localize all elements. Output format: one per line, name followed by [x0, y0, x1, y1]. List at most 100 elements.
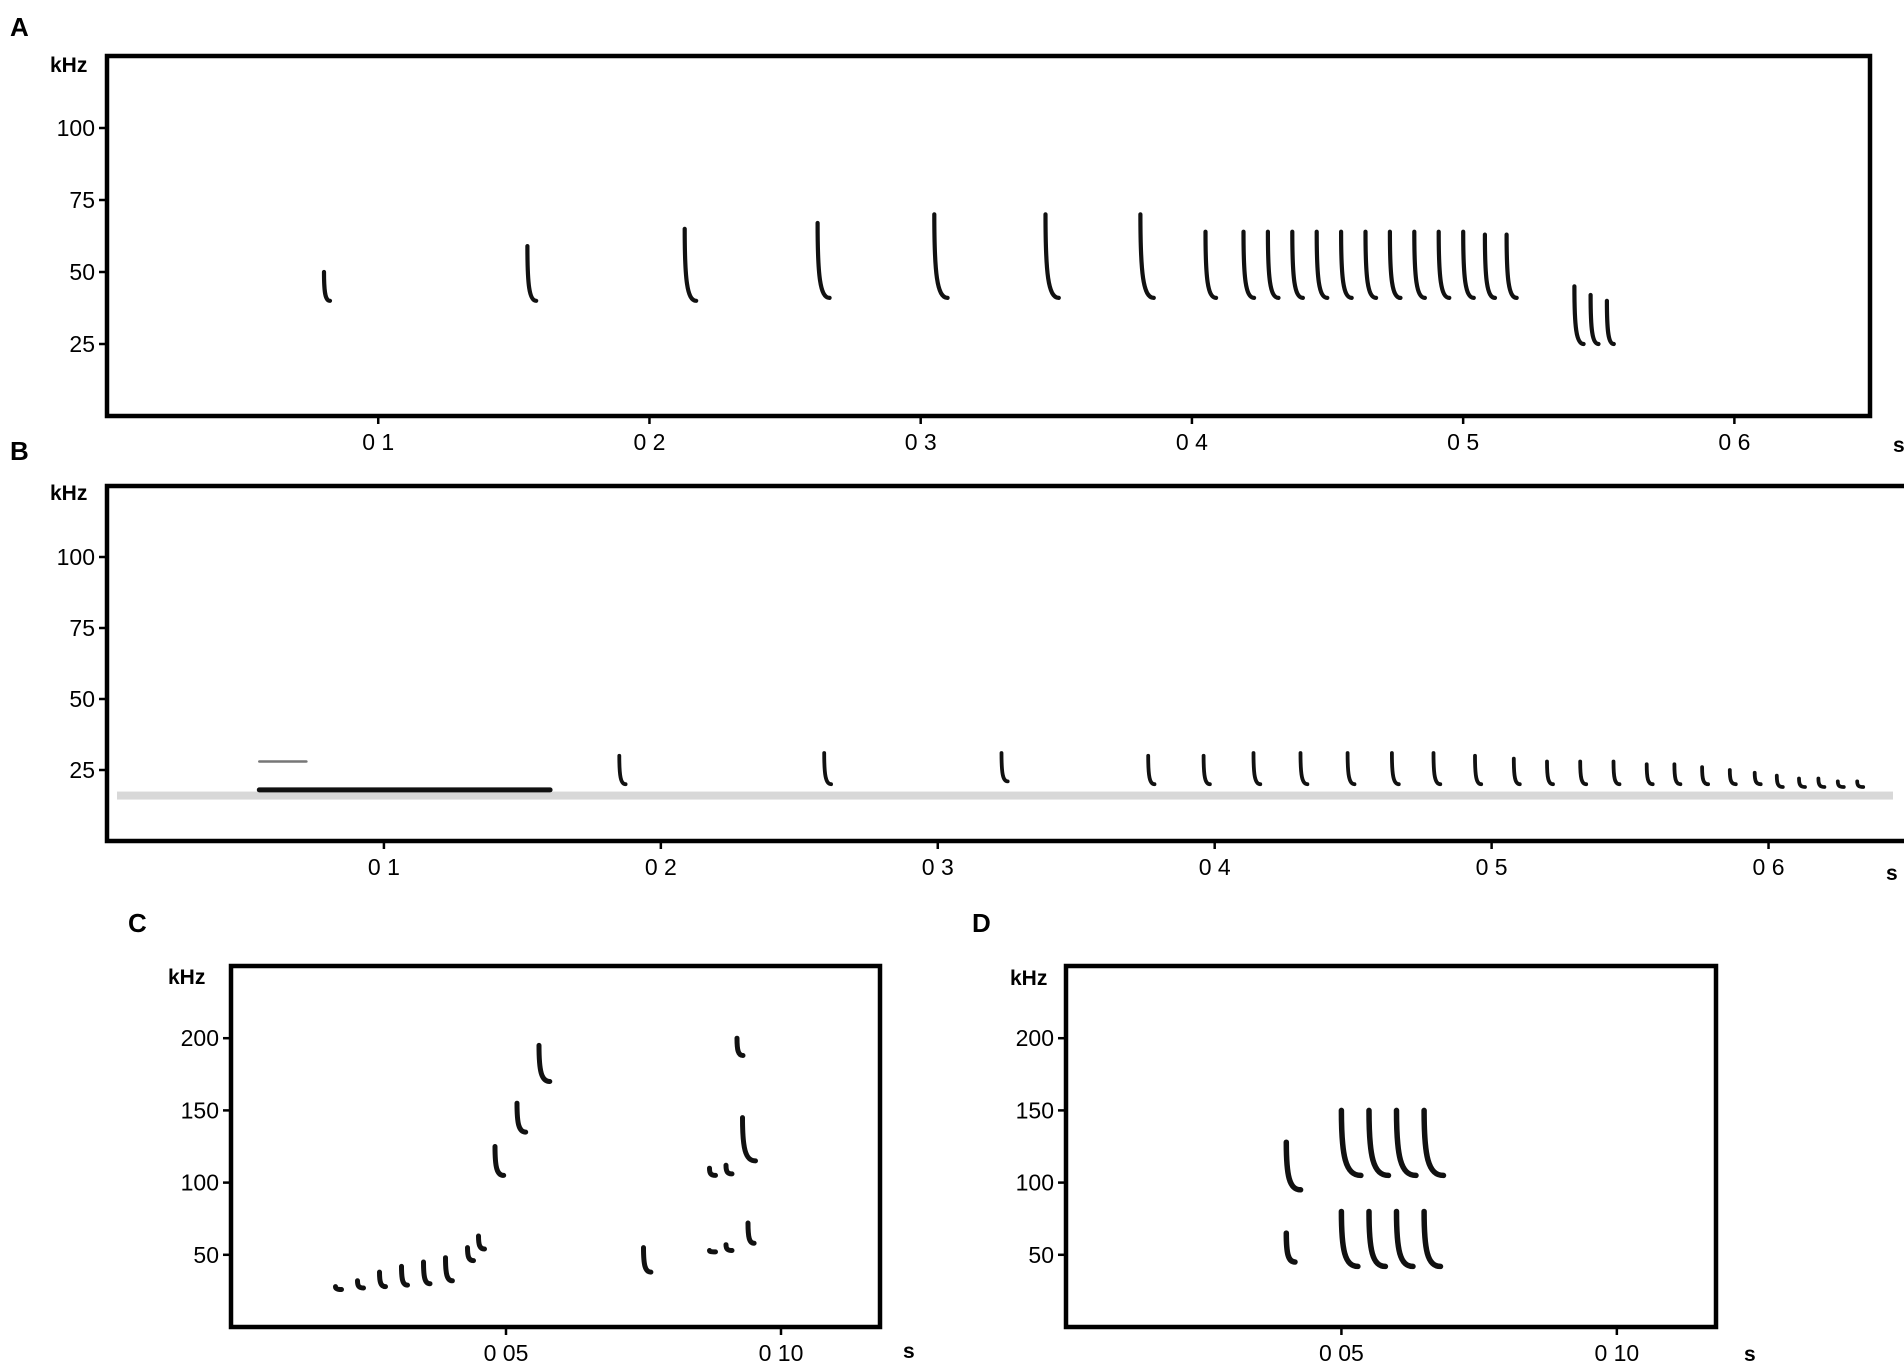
panel-c-call: [745, 1220, 757, 1246]
panel-d-call: [1393, 1107, 1419, 1179]
panel-a: A 25 50 75 100 0 1 0 2 0 3 0 4 0 5 0 6 kHz s: [10, 12, 1904, 457]
panel-c-call: [421, 1259, 433, 1287]
panel-c-y-unit-label: kHz: [168, 966, 205, 989]
panel-c-call: [723, 1242, 735, 1253]
panel-a-plot-frame: [104, 53, 1873, 419]
panel-c-ytick-label: 50: [193, 1242, 219, 1268]
panel-b-call: [1700, 765, 1710, 787]
panel-b-call: [1146, 753, 1157, 787]
panel-d-call: [1366, 1107, 1392, 1179]
panel-b-call: [1855, 779, 1866, 789]
panel-b-xtick-label: 0 5: [1476, 854, 1508, 880]
panel-b-call: [1752, 770, 1763, 787]
panel-a-ytick-label: 75: [69, 187, 95, 213]
panel-c-letter: C: [128, 908, 147, 938]
panel-b-xtick-label: 0 2: [645, 854, 677, 880]
panel-a-ytick-label: 50: [69, 259, 95, 285]
panel-c-call: [377, 1269, 388, 1290]
panel-c-call: [492, 1144, 507, 1178]
panel-a-call: [525, 244, 539, 303]
panel-c-call: [740, 1115, 758, 1164]
panel-b-x-unit-label: s: [1886, 862, 1898, 885]
panel-d-letter: D: [972, 908, 991, 938]
panel-b-plot-frame: [104, 483, 1904, 844]
panel-a-call: [932, 212, 950, 300]
panel-d-call: [1283, 1139, 1304, 1193]
panel-b-y-unit-label: kHz: [50, 482, 87, 505]
panel-a-call: [1138, 212, 1156, 300]
panel-b-call: [1774, 773, 1785, 789]
panel-a-call: [1436, 229, 1452, 300]
panel-a-y-unit-label: kHz: [50, 54, 87, 77]
panel-d: D 50 100 150 200 0 05 0 10 kHz s: [972, 908, 1756, 1366]
panel-b-call: [1298, 751, 1310, 787]
panel-a-call: [1461, 229, 1476, 300]
panel-a-call: [1572, 284, 1586, 347]
panel-d-ytick-label: 150: [1016, 1097, 1054, 1123]
panel-a-xtick-label: 0 2: [633, 429, 665, 455]
panel-a-xtick-label: 0 1: [362, 429, 394, 455]
panel-b-call: [1473, 753, 1484, 787]
panel-b: B 25 50 75 100 0 1 0 2 0 3 0 4 0 5 0 6 kHz s: [10, 436, 1904, 885]
panel-b-call: [1797, 776, 1807, 789]
panel-d-ytick-label: 50: [1028, 1242, 1054, 1268]
panel-c-call: [465, 1245, 476, 1264]
panel-d-ytick-label: 200: [1016, 1025, 1054, 1051]
panel-b-ytick-label: 50: [69, 686, 95, 712]
panel-b-call: [1251, 751, 1263, 787]
panel-a-x-unit-label: s: [1893, 434, 1904, 457]
panel-b-letter: B: [10, 436, 29, 466]
panel-b-call: [1511, 756, 1522, 787]
panel-b-call: [1611, 759, 1622, 787]
panel-a-xtick-label: 0 3: [905, 429, 937, 455]
panel-c-plot-frame: [228, 963, 883, 1330]
panel-b-xtick-label: 0 1: [368, 854, 400, 880]
panel-a-call: [1504, 232, 1519, 300]
panel-d-y-unit-label: kHz: [1010, 967, 1047, 990]
panel-c-x-unit-label: s: [903, 1340, 915, 1363]
panel-b-call: [999, 751, 1010, 784]
panel-a-call: [1265, 229, 1281, 300]
panel-c-call: [641, 1245, 654, 1275]
panel-c-ytick-label: 150: [181, 1097, 219, 1123]
panel-c-call: [399, 1263, 410, 1288]
panel-c-ytick-label: 100: [181, 1170, 219, 1196]
panel-c-call: [707, 1248, 718, 1255]
panel-c-ytick-label: 200: [181, 1025, 219, 1051]
panel-c-call: [333, 1284, 344, 1292]
panel-d-call: [1421, 1107, 1447, 1179]
panel-c-call: [707, 1165, 718, 1178]
panel-d-call: [1338, 1107, 1364, 1179]
panel-a-call: [682, 226, 699, 303]
panel-a-call: [1203, 229, 1219, 300]
panel-a-call: [815, 220, 832, 300]
panel-d-x-unit-label: s: [1744, 1343, 1756, 1366]
panel-c-xtick-label: 0 10: [759, 1340, 804, 1366]
panel-a-xtick-label: 0 5: [1447, 429, 1479, 455]
panel-b-xtick-label: 0 4: [1199, 854, 1231, 880]
panel-a-call: [1588, 292, 1601, 347]
panel-b-call: [1431, 751, 1443, 787]
panel-a-xtick-label: 0 4: [1176, 429, 1208, 455]
panel-b-call: [822, 751, 833, 787]
panel-b-call: [1672, 762, 1683, 787]
panel-b-call: [1545, 759, 1555, 787]
panel-d-xtick-label: 0 10: [1594, 1340, 1639, 1366]
panel-a-ytick-label: 100: [57, 115, 95, 141]
panel-a-call: [1314, 229, 1330, 300]
panel-a-call: [1412, 229, 1427, 300]
panel-a-call: [1043, 212, 1061, 300]
panel-a-call: [1482, 232, 1498, 300]
panel-b-call: [617, 753, 628, 787]
panel-b-call: [1345, 751, 1357, 787]
panel-b-xtick-label: 0 3: [922, 854, 954, 880]
panel-b-call: [1390, 751, 1401, 787]
panel-a-call: [1290, 229, 1305, 300]
panel-c-call: [443, 1255, 455, 1284]
panel-b-call: [1578, 759, 1589, 787]
panel-c-call: [355, 1278, 366, 1291]
panel-c: C 50 100 150 200 0 05 0 10 kHz s: [128, 908, 915, 1366]
panel-b-call: [1816, 776, 1827, 789]
panel-d-call: [1283, 1230, 1298, 1265]
